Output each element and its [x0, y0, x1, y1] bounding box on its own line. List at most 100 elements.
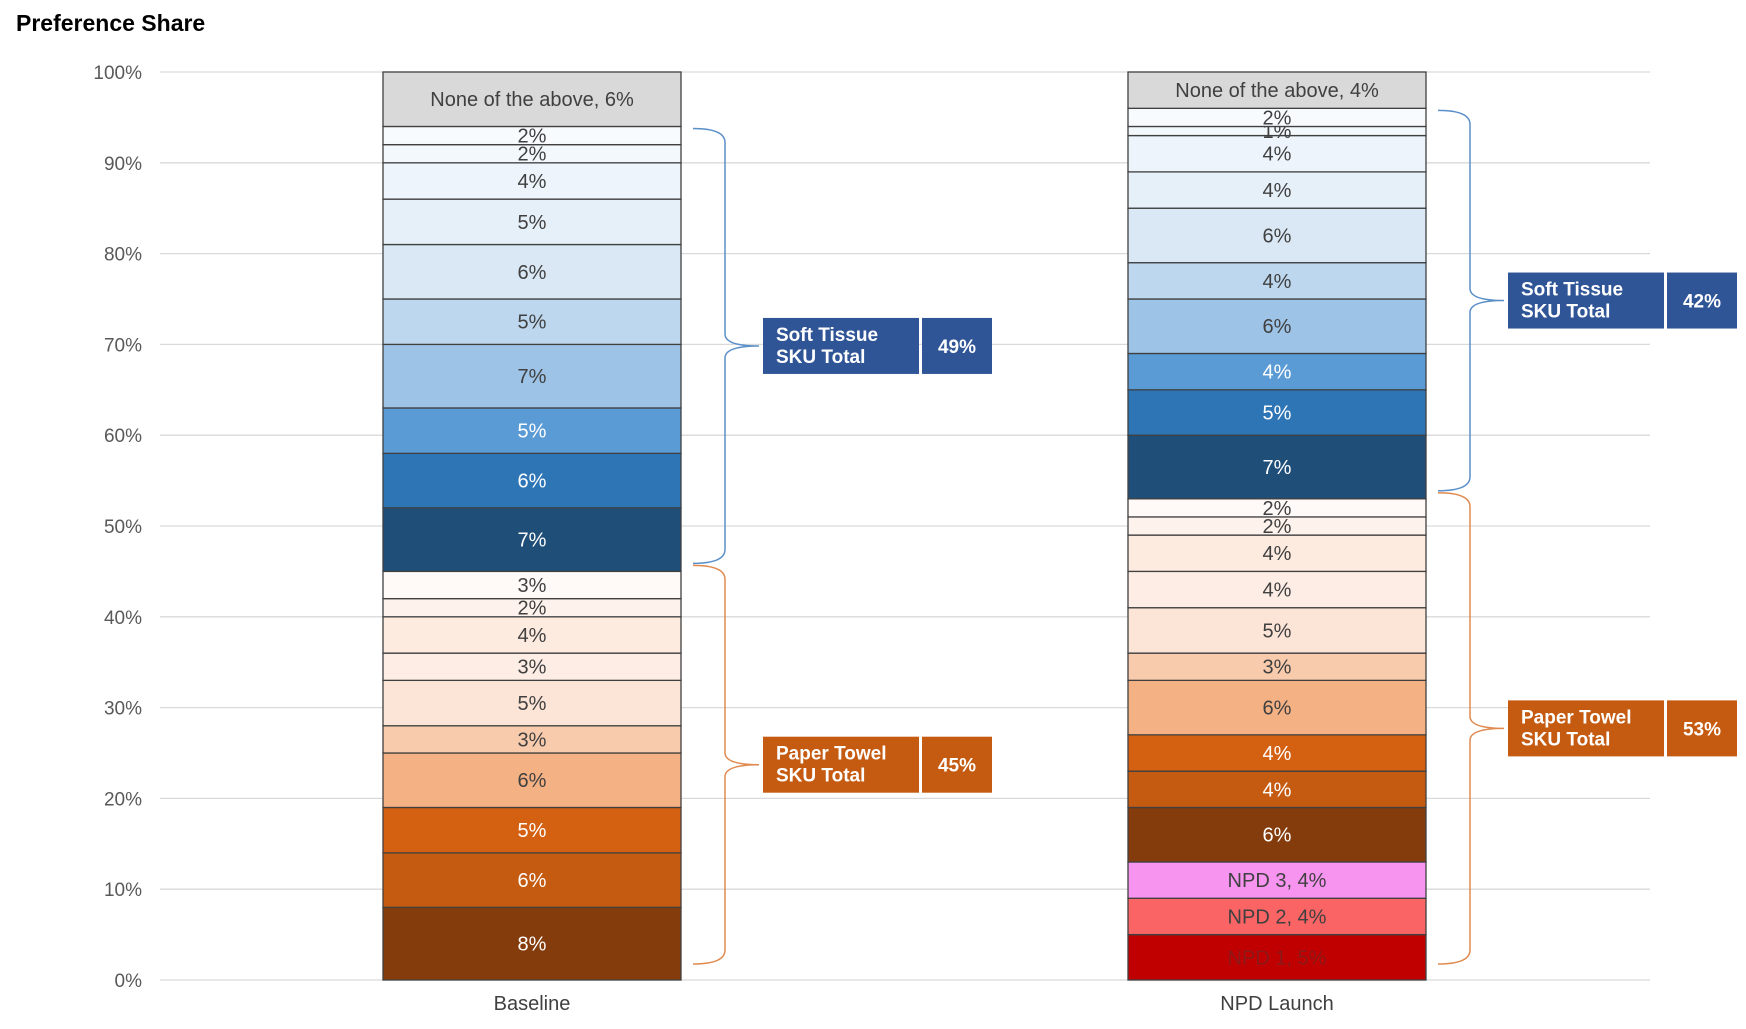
bar-segment [382, 162, 682, 200]
bar-segment [1127, 734, 1427, 772]
segment-label: 4% [1263, 779, 1292, 801]
group-brace [692, 127, 760, 565]
segment-label: 6% [518, 471, 547, 493]
bar-segment [1127, 134, 1427, 173]
group-brace [692, 564, 760, 965]
group-name-box [763, 317, 919, 374]
bar-segment [1127, 262, 1427, 300]
bar-segment [382, 752, 682, 809]
group-value-box [922, 736, 992, 793]
bar-segment [1127, 534, 1427, 573]
segment-label: 4% [1263, 144, 1292, 166]
bar-segment [1127, 570, 1427, 609]
group-brace [1437, 492, 1505, 965]
segment-label: NPD 1, 5% [1228, 947, 1327, 969]
bar-segment [382, 343, 682, 409]
chart-title: Preference Share [16, 10, 206, 36]
segment-label: 6% [1263, 316, 1292, 338]
segment-label: 4% [1263, 362, 1292, 384]
segment-label: 6% [1263, 825, 1292, 847]
group-value-box [1667, 700, 1737, 757]
group-name-box [1508, 272, 1664, 329]
segment-label: 2% [1263, 107, 1292, 129]
segment-label: 2% [1263, 516, 1292, 538]
segment-label: 7% [1263, 457, 1292, 479]
segment-label: 8% [518, 934, 547, 956]
segment-label: 4% [518, 625, 547, 647]
y-tick-label: 0% [115, 971, 143, 992]
segment-label: 5% [518, 312, 547, 334]
y-tick-label: 40% [104, 608, 142, 629]
segment-label: 4% [1263, 543, 1292, 565]
y-tick-label: 20% [104, 789, 142, 810]
segment-label: 6% [1263, 225, 1292, 247]
segment-label: 6% [518, 770, 547, 792]
segment-label: NPD 2, 4% [1228, 906, 1327, 928]
group-value-box [922, 317, 992, 374]
bar-segment [1127, 607, 1427, 654]
bars: 8%6%5%6%3%5%3%4%2%3%7%6%5%7%5%6%5%4%2%2%… [382, 71, 1427, 981]
segment-label: 2% [518, 598, 547, 620]
segment-label: NPD 3, 4% [1228, 870, 1327, 892]
group-value-label: 45% [938, 756, 976, 777]
bar-segment [382, 725, 682, 754]
segment-label: 4% [1263, 743, 1292, 765]
bar-segment [1127, 861, 1427, 899]
x-category-label: NPD Launch [1220, 993, 1333, 1015]
group-name-label: Paper Towel SKU Total [1521, 707, 1632, 750]
y-tick-label: 50% [104, 517, 142, 538]
bar-segment [1127, 897, 1427, 936]
segment-label: 3% [518, 729, 547, 751]
y-tick-label: 70% [104, 335, 142, 356]
bar-segment [1127, 207, 1427, 264]
segment-label: 3% [518, 575, 547, 597]
segment-label: 7% [518, 366, 547, 388]
segment-label: 3% [1263, 657, 1292, 679]
bar-segment [382, 806, 682, 854]
x-category-label: Baseline [494, 993, 571, 1015]
segment-label: 4% [518, 171, 547, 193]
y-tick-label: 60% [104, 426, 142, 447]
group-value-label: 53% [1683, 719, 1721, 740]
group-brace [1437, 109, 1505, 492]
bar-segment [382, 652, 682, 682]
segment-label: 2% [1263, 498, 1292, 520]
group-name-label: Soft Tissue SKU Total [776, 325, 878, 368]
bar-segment [382, 679, 682, 727]
segment-label: 4% [1263, 580, 1292, 602]
segment-label: 2% [518, 126, 547, 148]
segment-label: 6% [1263, 698, 1292, 720]
bar-segment [382, 570, 682, 600]
bar-segment [1127, 652, 1427, 682]
segment-label: 5% [518, 421, 547, 443]
bar-segment [382, 452, 682, 509]
bar-segment [382, 407, 682, 455]
segment-label: 5% [518, 820, 547, 842]
bar-segment [382, 906, 682, 981]
bar-segment [1127, 933, 1427, 981]
bar-segment [1127, 679, 1427, 736]
bar-segment [1127, 434, 1427, 500]
bar-segment [1127, 806, 1427, 863]
segment-label: 5% [1263, 403, 1292, 425]
bar-segment [382, 243, 682, 300]
group-value-box [1667, 272, 1737, 329]
group-value-label: 42% [1683, 292, 1721, 313]
segment-label: None of the above, 4% [1175, 80, 1379, 102]
bar-segment [382, 71, 682, 128]
group-name-box [1508, 700, 1664, 757]
bar-segment [382, 616, 682, 654]
y-tick-label: 10% [104, 880, 142, 901]
segment-label: 2% [518, 144, 547, 166]
y-tick-label: 90% [104, 154, 142, 175]
segment-label: 3% [518, 657, 547, 679]
bar-segment [382, 198, 682, 246]
bar-segment [1127, 389, 1427, 436]
segment-label: 7% [518, 530, 547, 552]
group-name-label: Soft Tissue SKU Total [1521, 280, 1623, 323]
segment-label: 5% [518, 212, 547, 234]
y-tick-label: 30% [104, 699, 142, 720]
group-value-label: 49% [938, 337, 976, 358]
segment-label: 6% [518, 262, 547, 284]
y-tick-label: 80% [104, 245, 142, 266]
